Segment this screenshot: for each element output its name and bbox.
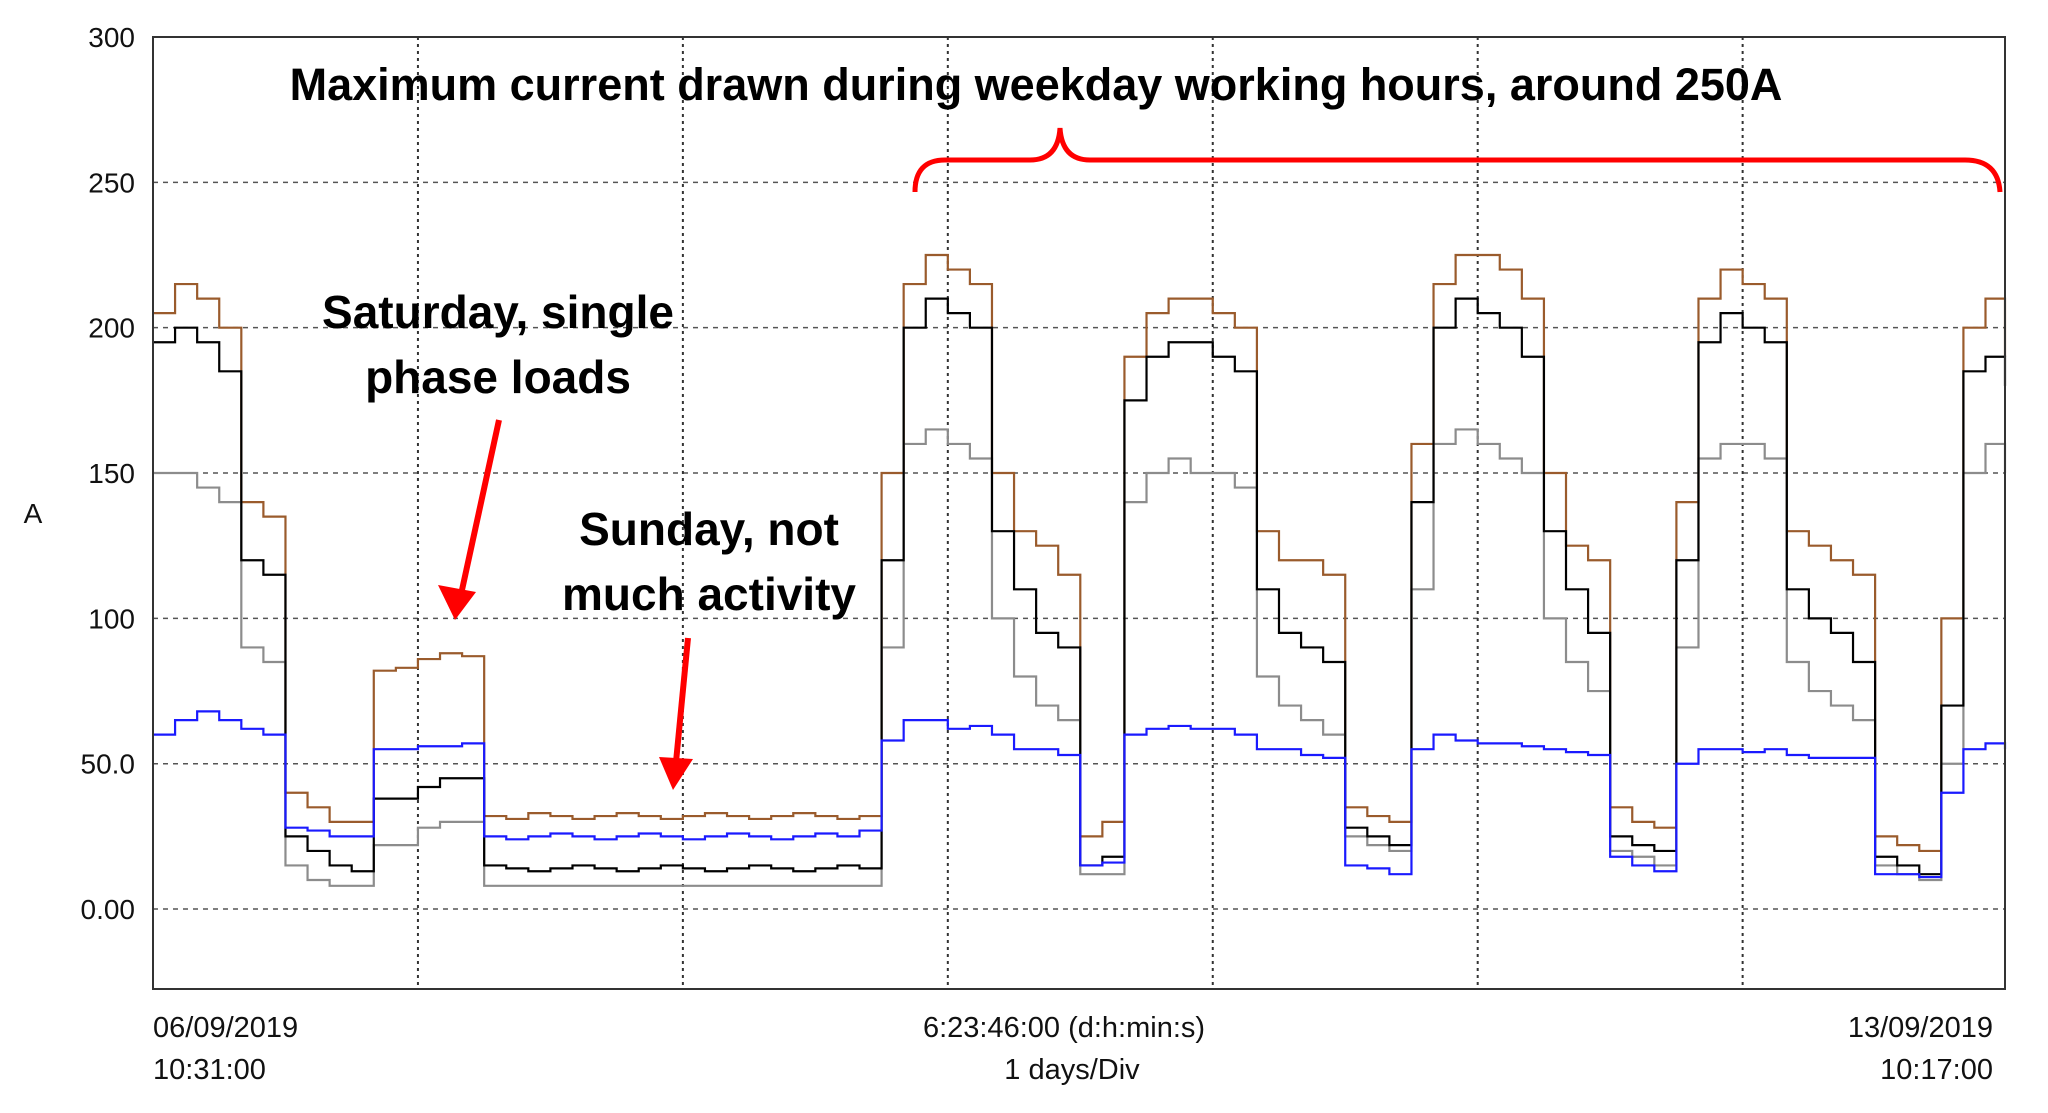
x-span-label: 6:23:46:00 (d:h:min:s) bbox=[923, 1012, 1205, 1044]
plot-frame bbox=[152, 36, 2006, 990]
y-tick-label: 50.0 bbox=[81, 749, 136, 780]
series-line-1 bbox=[153, 428, 2007, 887]
x-end-date: 13/09/2019 bbox=[1848, 1012, 1993, 1044]
y-tick-label: 100 bbox=[88, 603, 135, 634]
sunday-arrow bbox=[659, 637, 693, 790]
annotation-sunday-line2: much activity bbox=[562, 568, 856, 620]
grid bbox=[153, 37, 2005, 989]
annotation-saturday-line1: Saturday, single bbox=[322, 286, 674, 338]
series-group bbox=[153, 253, 2007, 887]
y-tick-label: 300 bbox=[88, 22, 135, 53]
annotation-title: Maximum current drawn during weekday wor… bbox=[290, 59, 1783, 110]
y-tick-label: 200 bbox=[88, 313, 135, 344]
x-start-date: 06/09/2019 bbox=[153, 1012, 298, 1044]
x-start-time: 10:31:00 bbox=[153, 1054, 266, 1086]
annotation-saturday-line2: phase loads bbox=[365, 351, 631, 403]
series-line-3 bbox=[153, 710, 2007, 879]
series-line-0 bbox=[153, 253, 2007, 853]
y-tick-label: 150 bbox=[88, 458, 135, 489]
annotation-brace bbox=[912, 127, 2003, 193]
y-axis-label: A bbox=[24, 498, 43, 529]
x-division-label: 1 days/Div bbox=[1004, 1054, 1140, 1086]
x-end-time: 10:17:00 bbox=[1880, 1054, 1993, 1086]
y-tick-labels: 300 250 200 150 100 50.0 0.00 bbox=[81, 22, 136, 925]
saturday-arrow bbox=[438, 419, 502, 620]
y-tick-label: 0.00 bbox=[81, 894, 136, 925]
y-tick-label: 250 bbox=[88, 167, 135, 198]
annotation-sunday-line1: Sunday, not bbox=[579, 503, 839, 555]
